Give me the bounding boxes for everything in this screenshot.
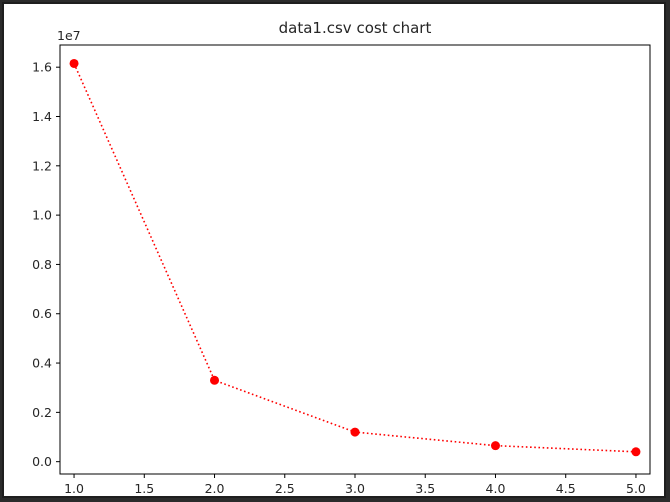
chart-title: data1.csv cost chart [279,19,432,37]
x-tick-label: 4.5 [556,481,576,496]
data-point-marker [69,58,79,68]
x-tick-label: 5.0 [626,481,646,496]
y-tick-label: 1.4 [32,109,52,124]
y-tick-label: 1.2 [32,158,52,173]
y-tick-label: 0.6 [32,306,52,321]
x-tick-label: 1.5 [134,481,154,496]
y-axis-offset-label: 1e7 [57,28,81,43]
data-point-marker [490,441,500,451]
x-tick-label: 3.5 [415,481,435,496]
x-tick-label: 2.0 [205,481,225,496]
y-tick-label: 0.2 [32,405,52,420]
data-point-marker [631,447,641,457]
line-chart: data1.csv cost chart 1e7 1.0 1.5 2.0 2.5 3.0… [32,19,651,496]
y-tick-label: 1.0 [32,208,52,223]
y-tick-label: 1.6 [32,60,52,75]
data-point-marker [350,427,360,437]
series-layer [69,58,641,457]
data-point-marker [210,375,220,385]
y-tick-label: 0.0 [32,454,52,469]
plot-area [59,44,651,475]
x-axis: 1.0 1.5 2.0 2.5 3.0 3.5 4.0 4.5 5.0 [64,474,646,496]
y-axis: 0.0 0.2 0.4 0.6 0.8 1.0 1.2 1.4 1.6 [32,60,60,469]
y-tick-label: 0.8 [32,257,52,272]
x-tick-label: 2.5 [275,481,295,496]
y-tick-label: 0.4 [32,356,52,371]
x-tick-label: 1.0 [64,481,84,496]
figure-window: data1.csv cost chart 1e7 1.0 1.5 2.0 2.5 3.0… [2,2,666,498]
x-tick-label: 3.0 [345,481,365,496]
x-tick-label: 4.0 [486,481,506,496]
